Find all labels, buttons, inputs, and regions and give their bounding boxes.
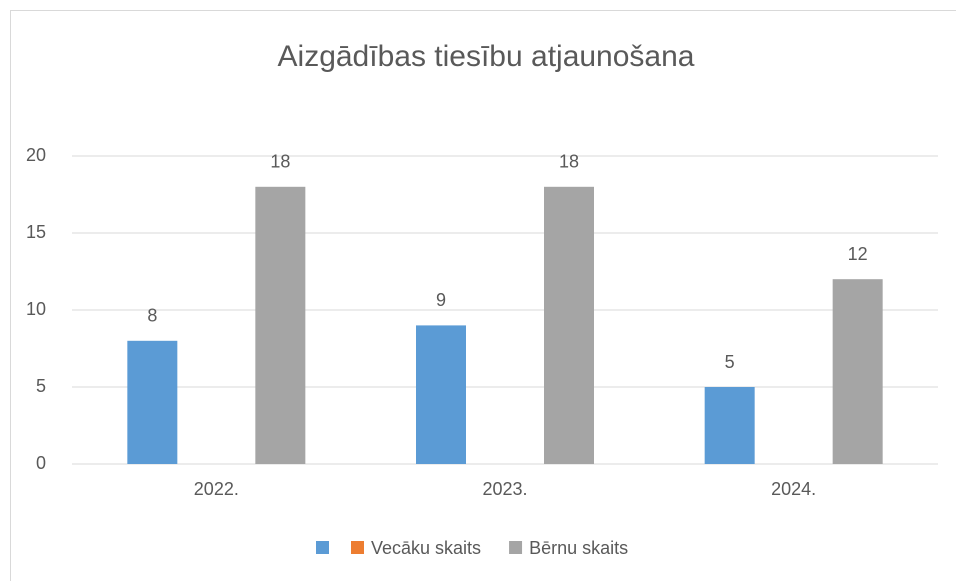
- chart-border: [10, 10, 956, 581]
- bar: [416, 325, 466, 464]
- data-label: 18: [559, 152, 579, 172]
- x-tick-label: 2023.: [482, 479, 527, 499]
- data-label: 18: [270, 152, 290, 172]
- y-tick-label: 5: [36, 376, 46, 396]
- data-label: 12: [848, 244, 868, 264]
- legend-label: Vecāku skaits: [371, 538, 481, 558]
- y-tick-label: 10: [26, 299, 46, 319]
- chart-title: Aizgādības tiesību atjaunošana: [278, 40, 695, 73]
- legend-swatch: [351, 541, 364, 554]
- bar: [704, 387, 755, 464]
- bar: [127, 340, 178, 464]
- bar: [832, 279, 883, 464]
- data-label: 8: [147, 306, 157, 326]
- x-tick-label: 2022.: [194, 479, 239, 499]
- x-tick-label: 2024.: [771, 479, 816, 499]
- bar: [255, 186, 306, 465]
- data-label: 5: [725, 352, 735, 372]
- y-tick-label: 20: [26, 145, 46, 165]
- legend-swatch: [316, 541, 329, 554]
- y-tick-label: 15: [26, 222, 46, 242]
- data-label: 9: [436, 290, 446, 310]
- legend-swatch: [509, 541, 523, 554]
- y-tick-label: 0: [36, 453, 46, 473]
- legend-label: Bērnu skaits: [529, 538, 628, 558]
- bar: [544, 186, 594, 465]
